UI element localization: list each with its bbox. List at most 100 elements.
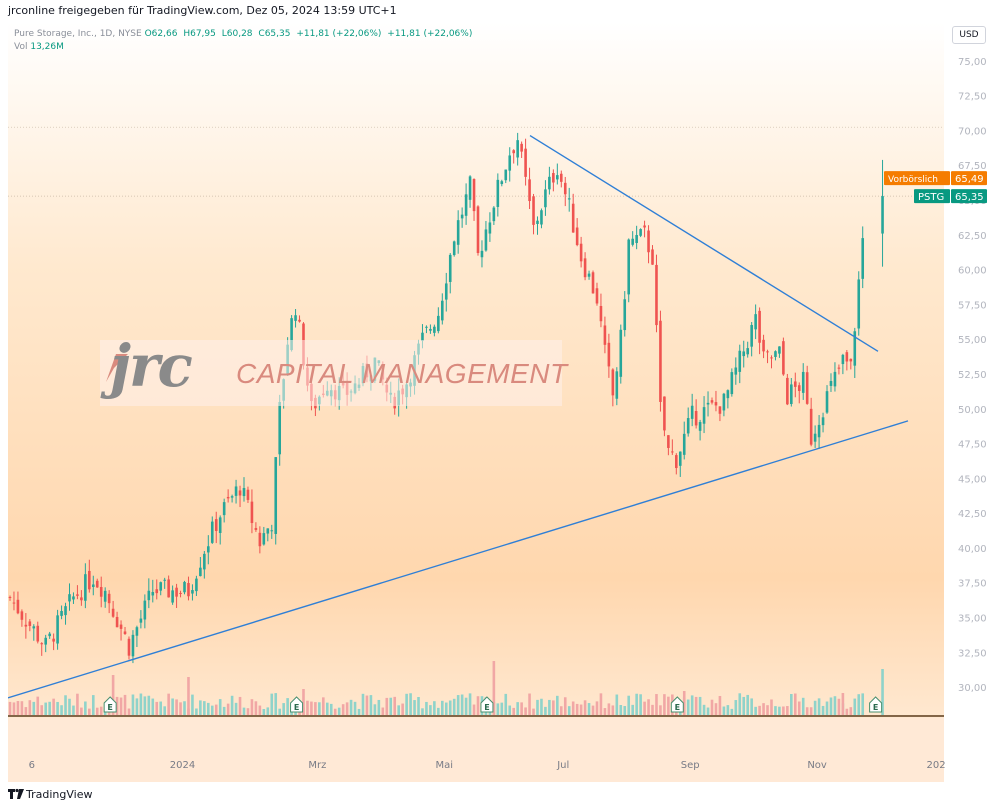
volume-bar — [310, 701, 313, 715]
earnings-marker-label: E — [873, 703, 878, 712]
earnings-marker[interactable]: E — [103, 696, 117, 713]
volume-bar — [583, 700, 587, 715]
candle-body — [131, 634, 135, 657]
volume-bar — [337, 707, 341, 715]
volume-bar — [353, 701, 357, 715]
volume-bar — [766, 705, 769, 715]
volume-bar — [270, 693, 274, 715]
earnings-marker-label: E — [484, 703, 489, 712]
tradingview-logo-icon[interactable] — [8, 788, 24, 800]
tradingview-brand[interactable]: TradingView — [26, 788, 93, 801]
volume-bar — [754, 706, 757, 715]
volume-bar — [314, 702, 317, 715]
volume-bar — [559, 706, 563, 715]
volume-bar — [417, 696, 420, 715]
y-tick-label: 60,00 — [958, 266, 987, 277]
candle-body — [651, 249, 654, 265]
currency-button[interactable]: USD — [952, 26, 986, 44]
watermark-logo: jrc — [110, 332, 193, 400]
candle-body — [667, 435, 670, 448]
volume-bar — [663, 694, 666, 715]
candle-body — [782, 341, 785, 375]
earnings-marker[interactable]: E — [869, 696, 883, 713]
volume-bar — [159, 701, 163, 715]
resistance-trendline[interactable] — [529, 134, 879, 352]
earnings-marker[interactable]: E — [480, 696, 494, 713]
volume-bar — [222, 706, 226, 715]
y-tick-label: 37,50 — [958, 579, 987, 590]
volume-bar — [441, 700, 444, 715]
candle-body — [861, 238, 865, 279]
candle-body — [468, 176, 472, 200]
candle-body — [675, 455, 678, 469]
candle-body — [762, 339, 765, 352]
volume-bar — [187, 677, 190, 715]
candle-body — [516, 140, 519, 158]
candle-body — [159, 582, 163, 591]
candle-body — [631, 238, 634, 245]
volume-bar — [881, 669, 884, 715]
volume-bar — [805, 707, 809, 715]
volume-bar — [28, 700, 32, 715]
volume-bar — [849, 707, 853, 715]
volume-bar — [409, 693, 412, 715]
time-axis-background — [8, 718, 944, 782]
volume-bar — [179, 702, 182, 715]
earnings-marker[interactable]: E — [670, 696, 684, 713]
x-tick-label: 6 — [29, 760, 35, 771]
candle-body — [603, 325, 607, 345]
candle-body — [694, 410, 698, 426]
volume-bar — [115, 696, 119, 715]
candle-body — [853, 331, 857, 366]
volume-bar — [825, 701, 829, 715]
volume-bar — [682, 691, 686, 715]
volume-bar — [203, 701, 206, 715]
earnings-marker[interactable]: E — [290, 696, 304, 713]
volume-bar — [48, 701, 51, 715]
volume-bar — [817, 698, 821, 715]
volume-bar — [64, 695, 67, 715]
volume-bar — [91, 695, 95, 715]
volume-bar — [155, 701, 159, 715]
candle-body — [242, 487, 246, 497]
volume-bar — [809, 707, 813, 715]
volume-bar — [587, 703, 591, 715]
candle-body — [44, 637, 47, 645]
volume-label: Vol — [14, 42, 28, 52]
legend-open: O62,66 — [144, 29, 178, 39]
candle-body — [567, 198, 571, 200]
candle-body — [734, 367, 738, 375]
volume-bar — [84, 701, 87, 715]
support-trendline[interactable] — [7, 420, 909, 699]
price-tags: Vorbörslich 65,49 PSTG 65,35 — [884, 171, 987, 204]
candle-body — [476, 206, 480, 254]
volume-bar — [377, 699, 381, 715]
candle-body — [111, 608, 115, 617]
candle-body — [770, 357, 773, 359]
candle-body — [91, 584, 95, 587]
candle-body — [203, 553, 206, 570]
candle-body — [536, 220, 539, 224]
candle-body — [500, 181, 504, 185]
candle-body — [187, 583, 190, 597]
candle-body — [167, 579, 170, 598]
candle-body — [548, 176, 551, 190]
candle-body — [40, 643, 44, 645]
earnings-marker-shape — [480, 696, 494, 713]
candle-body — [797, 385, 801, 391]
volume-bar — [234, 702, 238, 715]
volume-bar — [746, 694, 749, 715]
volume-bar — [76, 693, 79, 715]
volume-bar — [230, 695, 234, 715]
volume-bar — [734, 700, 738, 715]
volume-bar — [167, 693, 170, 715]
volume-bar — [191, 694, 194, 715]
y-tick-label: 52,50 — [958, 370, 987, 381]
volume-bar — [651, 704, 654, 715]
candle-body — [571, 203, 575, 233]
candle-body — [881, 196, 884, 234]
trendlines[interactable] — [7, 134, 909, 699]
volume-bar — [242, 707, 246, 715]
volume-bar — [199, 700, 202, 715]
